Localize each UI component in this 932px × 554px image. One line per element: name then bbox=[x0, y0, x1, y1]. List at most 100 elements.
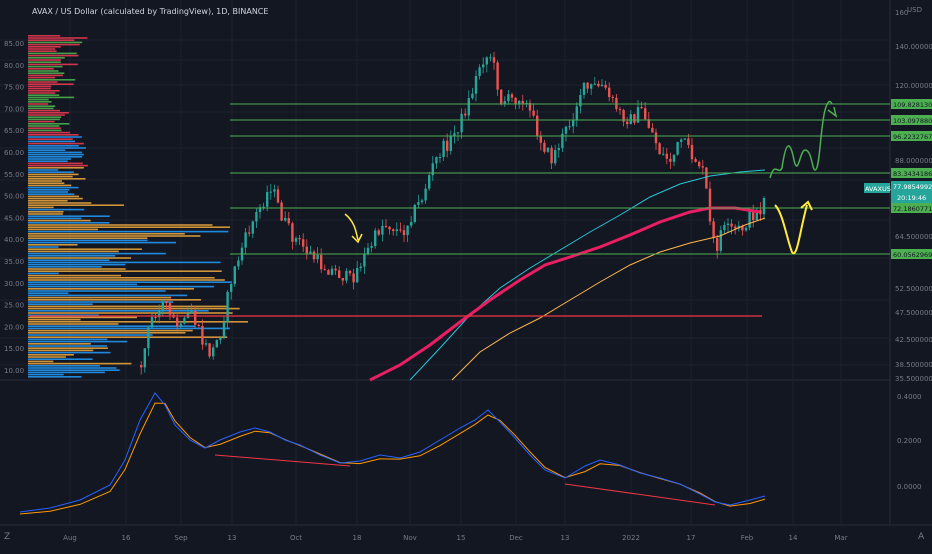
profile-bar bbox=[28, 195, 80, 198]
candle-body bbox=[269, 191, 272, 193]
profile-bar bbox=[28, 68, 54, 70]
profile-bar bbox=[28, 213, 63, 215]
profile-bar bbox=[28, 125, 60, 127]
candle-body bbox=[467, 98, 470, 116]
candle-body bbox=[636, 107, 640, 123]
candle-body bbox=[762, 198, 766, 215]
price-tag-label: 83.3434186 bbox=[893, 170, 932, 178]
time-axis[interactable]: Aug 16 Sep 13 Oct 18 Nov 15 Dec 13 2022 17 Feb 14 Mar bbox=[63, 534, 848, 542]
candle-body bbox=[557, 148, 560, 151]
candle-body bbox=[237, 260, 240, 267]
profile-bar bbox=[28, 197, 83, 200]
time-axis-label: 17 bbox=[687, 534, 696, 542]
candle-body bbox=[212, 347, 215, 357]
profile-bar bbox=[28, 173, 79, 176]
profile-bar bbox=[28, 120, 55, 123]
candle-body bbox=[327, 270, 330, 275]
candle-body bbox=[690, 144, 694, 160]
profile-bar bbox=[28, 257, 132, 259]
price-tag-bg bbox=[891, 249, 932, 259]
price-tag-bg bbox=[891, 131, 932, 141]
profile-bar bbox=[28, 162, 83, 165]
profile-bar bbox=[28, 149, 66, 151]
candle-body bbox=[424, 188, 427, 201]
candle-body bbox=[190, 310, 193, 314]
candle-body bbox=[687, 138, 690, 145]
profile-bar bbox=[28, 343, 91, 345]
price-tag-bg bbox=[891, 168, 932, 178]
candle-body bbox=[305, 246, 308, 254]
profile-bar bbox=[28, 206, 54, 209]
candle-body bbox=[417, 202, 420, 205]
candle-body bbox=[392, 229, 395, 232]
profile-bar bbox=[28, 105, 56, 107]
profile-bar bbox=[28, 94, 60, 96]
time-axis-label: Feb bbox=[741, 534, 754, 542]
candle-body bbox=[741, 225, 744, 231]
profile-bar bbox=[28, 142, 84, 145]
green-projection bbox=[769, 100, 833, 179]
profile-bar bbox=[28, 171, 74, 173]
candle-body bbox=[291, 223, 294, 242]
candle-body bbox=[341, 278, 344, 281]
time-axis-label: Oct bbox=[290, 534, 302, 542]
profile-bar bbox=[28, 85, 52, 88]
candle-body bbox=[629, 114, 632, 125]
time-axis-label: 14 bbox=[789, 534, 798, 542]
profile-bar bbox=[28, 81, 58, 83]
candle-body bbox=[158, 310, 161, 318]
profile-bar bbox=[28, 200, 68, 202]
candle-body bbox=[615, 97, 618, 110]
price-axis[interactable]: 160 140.0000000 120.0000000 88.0000000 64.50… bbox=[895, 6, 932, 383]
oscillator-axis-label: 0.4000 bbox=[897, 393, 922, 401]
candle-body bbox=[150, 317, 154, 328]
oscillator-axis-label: 0.0000 bbox=[897, 483, 922, 491]
candle-body bbox=[658, 143, 661, 155]
profile-bar bbox=[28, 37, 88, 39]
oscillator-axis[interactable]: 0.4000 0.2000 0.0000 bbox=[897, 393, 922, 491]
candle-body bbox=[698, 161, 701, 167]
profile-bar bbox=[28, 237, 148, 239]
candle-body bbox=[438, 156, 442, 158]
candle-body bbox=[546, 147, 550, 152]
candle-body bbox=[564, 126, 568, 134]
candle-body bbox=[230, 283, 233, 292]
candle-body bbox=[755, 209, 758, 221]
profile-bar bbox=[28, 184, 72, 187]
profile-axis-label: 35.00 bbox=[4, 258, 24, 266]
profile-axis-label: 75.00 bbox=[4, 84, 24, 92]
candle-body bbox=[320, 254, 323, 270]
profile-bar bbox=[28, 180, 62, 182]
candle-body bbox=[528, 102, 532, 111]
profile-bar bbox=[28, 46, 61, 48]
profile-bar bbox=[28, 35, 61, 37]
goto-date-icon[interactable]: Z bbox=[4, 532, 11, 542]
profile-bar bbox=[28, 347, 108, 349]
time-axis-label: Dec bbox=[509, 534, 523, 542]
profile-bar bbox=[28, 59, 61, 61]
candle-body bbox=[550, 147, 553, 164]
profile-bar bbox=[28, 367, 117, 369]
candle-body bbox=[496, 62, 499, 90]
yellow-arrowhead bbox=[351, 233, 363, 244]
candle-body bbox=[330, 268, 334, 275]
price-axis-label: 35.5000000 bbox=[895, 375, 932, 383]
profile-bar bbox=[28, 329, 193, 332]
profile-axis-label: 50.00 bbox=[4, 193, 24, 201]
auto-scale-icon[interactable]: A bbox=[918, 532, 925, 542]
candle-body bbox=[280, 202, 283, 221]
profile-bar bbox=[28, 360, 54, 363]
profile-bar bbox=[28, 70, 59, 72]
candle-body bbox=[226, 291, 229, 323]
profile-bar bbox=[28, 83, 74, 85]
profile-bar bbox=[28, 303, 93, 305]
profile-bar bbox=[28, 140, 76, 143]
profile-bar bbox=[28, 285, 215, 288]
profile-bar bbox=[28, 74, 63, 77]
candle-body bbox=[165, 301, 168, 304]
profile-bar bbox=[28, 277, 215, 279]
candle-body bbox=[644, 108, 647, 120]
candle-body bbox=[518, 100, 521, 104]
profile-bar bbox=[28, 219, 91, 222]
